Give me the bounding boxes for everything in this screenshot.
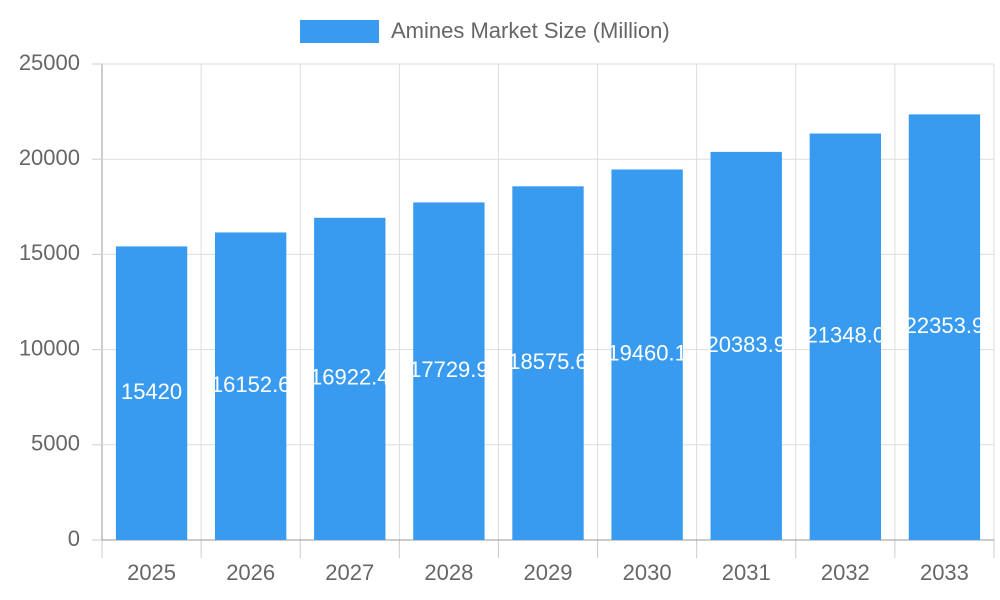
y-tick-label: 15000	[19, 240, 80, 265]
x-tick-label: 2028	[424, 560, 473, 585]
x-tick-label: 2029	[524, 560, 573, 585]
legend-swatch	[300, 20, 379, 43]
x-tick-label: 2033	[920, 560, 969, 585]
bar	[214, 232, 287, 540]
data-label: 15420	[121, 379, 182, 404]
bar	[611, 169, 683, 541]
bar	[115, 246, 188, 540]
bar	[710, 151, 782, 540]
x-tick-label: 2027	[325, 560, 374, 585]
x-tick-label: 2031	[722, 560, 771, 585]
y-tick-label: 5000	[31, 431, 80, 456]
legend-label: Amines Market Size (Million)	[391, 18, 670, 43]
data-label: 16152.6	[211, 372, 291, 397]
data-label: 18575.6	[508, 349, 588, 374]
bar	[809, 133, 882, 541]
bar	[512, 186, 584, 541]
y-tick-label: 25000	[19, 50, 80, 75]
data-label: 21348.0	[806, 323, 886, 348]
x-tick-label: 2026	[226, 560, 275, 585]
bar	[908, 114, 981, 540]
bar	[314, 217, 386, 541]
x-tick-label: 2032	[821, 560, 870, 585]
data-label: 22353.9	[905, 313, 985, 338]
y-tick-label: 0	[68, 526, 80, 551]
x-tick-label: 2025	[127, 560, 176, 585]
y-tick-label: 20000	[19, 145, 80, 170]
data-label: 19460.1	[607, 341, 687, 366]
data-label: 17729.9	[409, 357, 489, 382]
bar	[413, 202, 485, 540]
data-label: 20383.9	[706, 332, 786, 357]
data-label: 16922.4	[310, 365, 390, 390]
x-tick-label: 2030	[623, 560, 672, 585]
y-tick-label: 10000	[19, 335, 80, 360]
